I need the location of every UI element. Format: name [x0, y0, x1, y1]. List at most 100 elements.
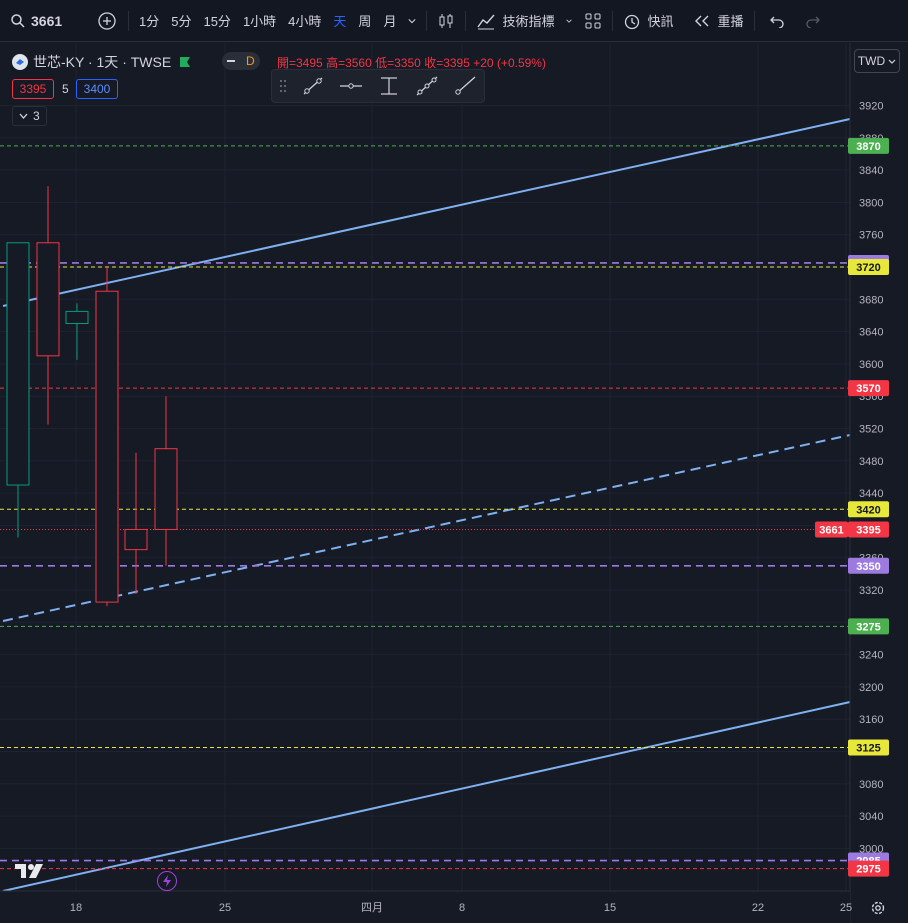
plus-circle-icon [98, 11, 116, 30]
chevron-down-icon [408, 18, 417, 23]
price-tick-label: 3680 [859, 294, 883, 306]
price-tick-label: 3920 [859, 101, 883, 113]
lightning-icon [163, 875, 171, 887]
undo-button[interactable] [759, 0, 795, 42]
currency-button[interactable]: TWD [854, 49, 900, 73]
ask-button[interactable]: 3400 [76, 79, 118, 99]
price-chart[interactable]: 3920388038403800376037203680364036003560… [0, 43, 908, 923]
price-label: 3125 [856, 742, 880, 754]
price-tick-label: 3640 [859, 327, 883, 339]
chart-type-button[interactable] [431, 0, 461, 42]
interval-7[interactable]: 月 [383, 14, 397, 29]
candle-body[interactable] [6, 242, 30, 486]
price-tick-label: 3440 [859, 488, 883, 500]
price-label-bg [848, 557, 889, 574]
symbol-price-label: 3661 [819, 524, 843, 536]
interval-4[interactable]: 4小時 [288, 14, 322, 29]
price-tick-label: 3080 [859, 779, 883, 791]
time-tick-label: 22 [752, 902, 764, 914]
price-range-icon [381, 77, 397, 95]
candle-body[interactable] [154, 448, 178, 530]
grid-layout-icon [585, 13, 601, 28]
trend-line-icon [303, 77, 323, 95]
change-value: +20 (+0.59%) [473, 56, 546, 70]
price-label: 3275 [856, 621, 880, 633]
spread-value: 5 [62, 82, 69, 96]
horizontal-ray-tool[interactable] [332, 75, 370, 97]
trend-line-upper[interactable] [2, 118, 851, 307]
ohlc-values: 開=3495 高=3560 低=3350 收=3395 +20 (+0.59%) [277, 54, 546, 71]
candle-body[interactable] [95, 290, 119, 603]
trend-line-middle[interactable] [2, 434, 851, 622]
symbol-price-label-bg [815, 521, 848, 538]
price-tick-label: 3000 [859, 843, 883, 855]
price-label-bg [848, 501, 889, 518]
price-label: 3350 [856, 561, 880, 573]
price-label-bg [848, 137, 889, 154]
price-tick-label: 3480 [859, 456, 883, 468]
add-symbol-button[interactable] [90, 0, 124, 42]
search-icon [11, 13, 25, 28]
grip-icon [280, 80, 286, 92]
time-tick-label: 15 [604, 902, 616, 914]
price-tick-label: 3520 [859, 424, 883, 436]
price-label-bg [848, 739, 889, 756]
time-tick-label: 18 [70, 902, 82, 914]
alerts-button[interactable]: 快訊 [617, 0, 679, 42]
trend-line-tool[interactable] [294, 75, 332, 97]
price-tick-label: 3320 [859, 585, 883, 597]
last-price-label-bg [848, 521, 889, 538]
interval-5[interactable]: 天 [333, 14, 347, 29]
parallel-channel-tool[interactable] [408, 75, 446, 97]
time-tick-label: 四月 [361, 902, 383, 914]
indicators-dropdown[interactable] [560, 0, 578, 42]
symbol-logo-icon [12, 54, 28, 70]
redo-button[interactable] [795, 0, 831, 42]
interval-1[interactable]: 5分 [171, 14, 192, 29]
time-tick-label: 8 [459, 902, 465, 914]
interval-3[interactable]: 1小時 [242, 14, 277, 29]
price-label-bg [848, 380, 889, 397]
time-tick-label: 25 [219, 902, 231, 914]
symbol-search[interactable]: 3661 [0, 0, 90, 42]
price-label-bg [848, 618, 889, 635]
time-tick-label: 25 [840, 902, 852, 914]
price-label-bg [848, 860, 889, 877]
interval-2[interactable]: 15分 [203, 14, 231, 29]
last-price-label: 3395 [856, 524, 880, 536]
candle-body[interactable] [124, 528, 148, 551]
symbol-text: 3661 [31, 12, 63, 29]
price-range-tool[interactable] [370, 75, 408, 97]
undo-icon [769, 16, 784, 28]
bid-button[interactable]: 3395 [12, 79, 54, 99]
price-tick-label: 3160 [859, 714, 883, 726]
replay-button[interactable]: 重播 [687, 0, 749, 42]
candles-icon [439, 13, 453, 28]
rewind-icon [695, 15, 709, 26]
ray-icon [455, 76, 476, 95]
open-value: 開=3495 [277, 56, 323, 70]
settings-button[interactable] [868, 898, 888, 918]
layout-button[interactable] [578, 0, 608, 42]
ray-tool[interactable] [446, 75, 484, 97]
candle-body[interactable] [65, 310, 89, 325]
tradingview-logo[interactable] [14, 861, 46, 881]
trend-line-lower[interactable] [2, 701, 851, 892]
candle-body[interactable] [36, 242, 60, 357]
chart-area[interactable]: 3920388038403800376037203680364036003560… [0, 43, 908, 923]
drag-handle[interactable] [272, 70, 294, 102]
indicators-collapse-button[interactable]: 3 [12, 106, 47, 126]
price-label: 3720 [856, 262, 880, 274]
lightning-button[interactable] [157, 871, 177, 891]
time-axis[interactable] [0, 891, 850, 923]
indicators-button[interactable]: 技術指標 [470, 0, 560, 42]
interval-0[interactable]: 1分 [139, 14, 160, 29]
interval-dropdown-button[interactable] [402, 0, 422, 42]
chevron-down-icon [566, 19, 573, 23]
high-value: 高=3560 [326, 56, 372, 70]
symbol-legend[interactable]: 世芯-KY · 1天 · TWSE [12, 52, 191, 72]
visibility-toggle[interactable]: D [222, 52, 260, 70]
price-axis[interactable] [850, 43, 908, 923]
interval-6[interactable]: 周 [358, 14, 372, 29]
divider [753, 10, 755, 31]
